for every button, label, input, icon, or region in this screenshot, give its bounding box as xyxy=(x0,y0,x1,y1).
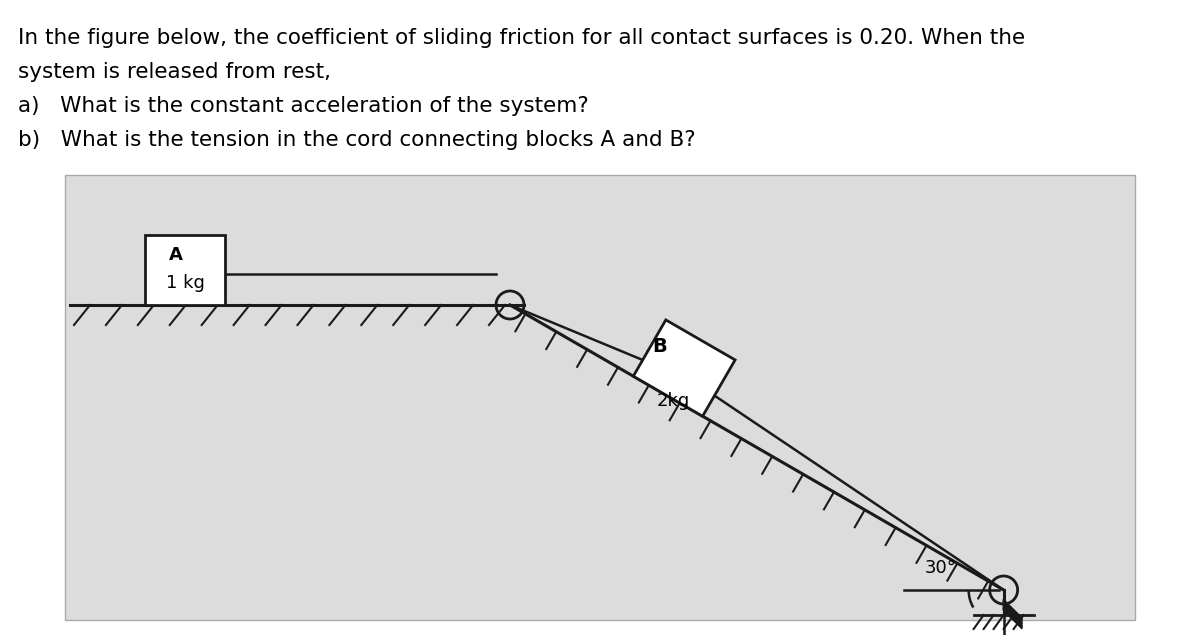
Polygon shape xyxy=(634,320,736,416)
Text: system is released from rest,: system is released from rest, xyxy=(18,62,331,82)
Bar xyxy=(145,235,226,305)
Text: 2kg: 2kg xyxy=(656,392,690,410)
Text: A: A xyxy=(168,246,182,264)
Text: B: B xyxy=(652,337,666,356)
Text: 1 kg: 1 kg xyxy=(166,274,204,291)
Text: 30°: 30° xyxy=(925,559,956,577)
Text: b)   What is the tension in the cord connecting blocks A and B?: b) What is the tension in the cord conne… xyxy=(18,130,696,150)
Text: In the figure below, the coefficient of sliding friction for all contact surface: In the figure below, the coefficient of … xyxy=(18,28,1025,48)
Text: a)   What is the constant acceleration of the system?: a) What is the constant acceleration of … xyxy=(18,96,589,116)
Bar xyxy=(65,175,1135,620)
